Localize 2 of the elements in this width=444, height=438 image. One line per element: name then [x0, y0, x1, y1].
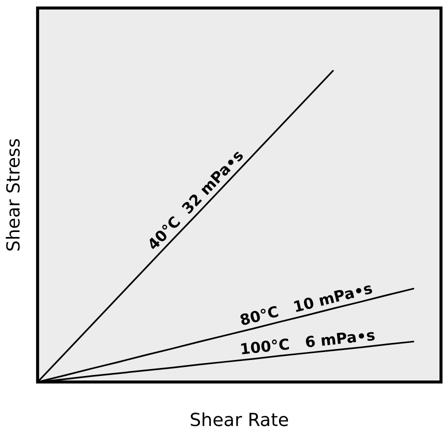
x-axis-title: Shear Rate	[190, 410, 289, 431]
y-axis-title: Shear Stress	[3, 138, 24, 252]
